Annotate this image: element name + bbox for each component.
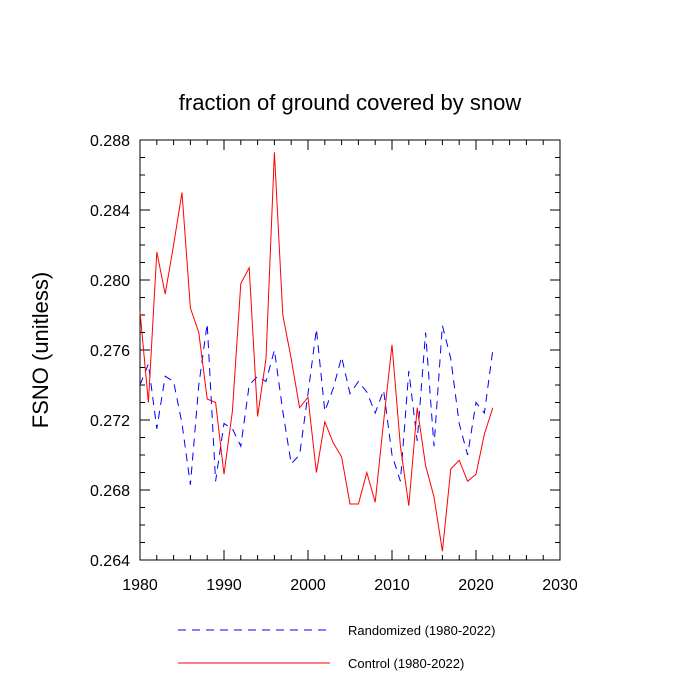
randomized-series-line (139, 323, 494, 485)
x-tick-label: 2000 (290, 577, 326, 594)
series-lines (139, 152, 494, 552)
y-tick-label: 0.268 (90, 483, 130, 500)
y-tick-label: 0.280 (90, 273, 130, 290)
y-tick-label: 0.264 (90, 553, 130, 570)
x-tick-label: 1990 (206, 577, 242, 594)
y-tick-label: 0.288 (90, 133, 130, 150)
y-axis-title: FSNO (unitless) (28, 272, 53, 428)
x-tick-label: 2020 (458, 577, 494, 594)
y-tick-labels: 0.264 0.268 0.272 0.276 0.280 0.284 0.288 (90, 133, 130, 570)
control-series-line (139, 152, 494, 552)
y-tick-label: 0.272 (90, 413, 130, 430)
x-tick-label: 2010 (374, 577, 410, 594)
x-tick-labels: 1980 1990 2000 2010 2020 2030 (122, 577, 578, 594)
legend-label: Randomized (1980-2022) (348, 623, 495, 638)
x-tick-label: 1980 (122, 577, 158, 594)
chart-title: fraction of ground covered by snow (179, 90, 522, 115)
legend: Randomized (1980-2022) Control (1980-2022… (178, 623, 495, 671)
x-tick-label: 2030 (542, 577, 578, 594)
legend-label: Control (1980-2022) (348, 656, 464, 671)
plot-frame (139, 139, 561, 561)
axis-ticks (139, 139, 561, 561)
y-tick-label: 0.284 (90, 203, 130, 220)
y-tick-label: 0.276 (90, 343, 130, 360)
